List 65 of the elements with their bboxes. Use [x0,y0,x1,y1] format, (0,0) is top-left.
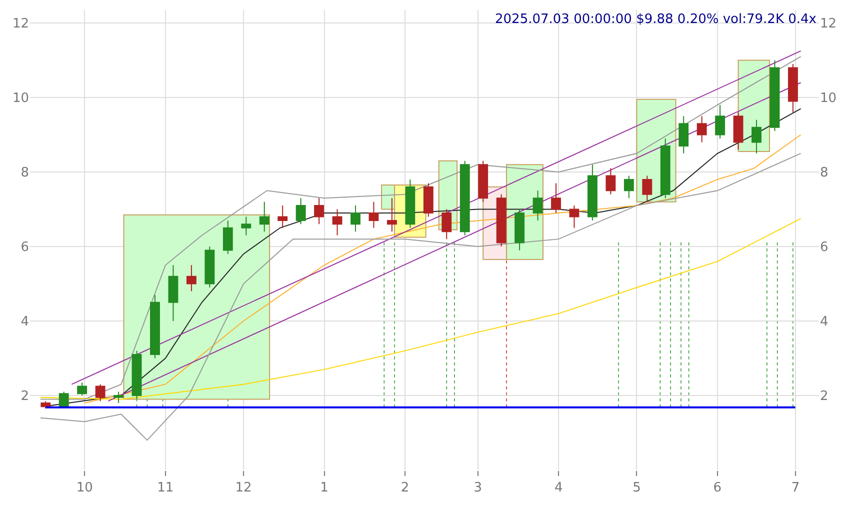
candlestick [478,160,488,202]
candlestick [460,160,470,236]
candlestick [150,294,160,359]
candlestick [660,138,670,199]
candlestick [350,205,360,232]
candlestick [587,164,598,221]
candlestick [752,119,762,154]
x-tick-label: 7 [791,480,800,496]
candlestick [77,382,88,396]
line-series [40,152,802,441]
candlestick [423,182,434,218]
x-tick-label: 3 [474,480,482,496]
y-tick-label: 2 [20,389,29,404]
candlestick [222,220,233,254]
candlestick [569,205,580,228]
x-tick-label: 2 [400,480,410,496]
candlestick [259,201,270,232]
x-tick-label: 6 [713,480,722,496]
candlestick [168,264,178,322]
y2-tick-label: 12 [820,16,837,32]
candlestick [296,198,306,225]
candlestick [278,205,288,228]
candlestick [332,208,342,236]
candlestick [715,104,726,139]
candlestick [114,391,124,404]
candlestick [532,190,543,221]
candlestick [95,384,106,402]
candlestick [496,194,506,248]
candlestick [642,175,652,202]
x-tick-label: 11 [157,480,174,496]
y-tick-label: 12 [12,16,29,32]
x-tick-label: 10 [76,480,93,496]
x-tick-label: 4 [554,480,563,496]
x-tick-label: 12 [235,480,252,496]
candlestick [551,182,561,214]
y2-tick-label: 4 [820,314,828,330]
candlestick [678,116,689,154]
y-tick-label: 6 [20,240,29,256]
candlestick [624,175,634,199]
annotation: 2025.07.03 00:00:00 $9.88 0.20% vol:79.2K 0.4x [495,12,817,27]
candlestick [788,64,798,113]
candlestick [204,246,215,288]
y2-tick-label: 8 [820,166,828,181]
y2-tick-label: 2 [820,389,828,404]
candlestick [186,264,196,292]
candlestick [405,178,416,228]
y2-tick-label: 10 [820,91,837,106]
candlestick [770,60,780,132]
candlestick [386,198,397,232]
candlestick [442,208,452,240]
candlestick [314,198,324,225]
y-tick-label: 10 [12,91,29,106]
candlestick [514,208,525,251]
y2-tick-label: 6 [820,240,828,256]
candlestick [241,216,252,236]
line-series [40,218,802,400]
candlestick [696,116,707,143]
x-tick-label: 5 [632,480,641,496]
y-tick-label: 4 [20,314,29,330]
candlestick [368,201,379,228]
x-tick-label: 1 [320,480,328,496]
candlestick [606,168,616,195]
candlestick [733,112,744,150]
y-tick-label: 8 [20,166,29,181]
candlestick [132,350,142,400]
